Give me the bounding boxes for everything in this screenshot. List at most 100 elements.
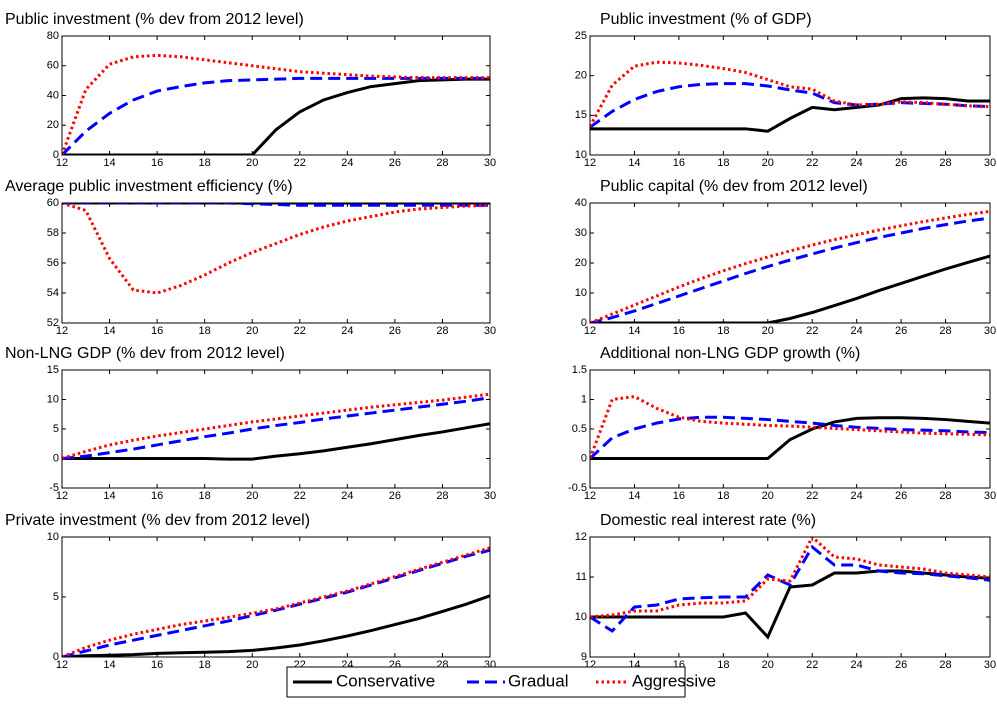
x-tick-label: 14 xyxy=(103,325,115,337)
y-tick-label: 60 xyxy=(47,197,59,209)
y-tick-label: 1 xyxy=(581,393,587,405)
plot-frame xyxy=(589,536,991,658)
x-tick-label: 12 xyxy=(584,490,596,502)
x-tick-label: 26 xyxy=(895,325,907,337)
x-tick-label: 12 xyxy=(56,325,68,337)
x-tick-label: 14 xyxy=(628,490,640,502)
chart-title: Public capital (% dev from 2012 level) xyxy=(600,178,868,195)
x-tick-label: 26 xyxy=(389,490,401,502)
series-line xyxy=(62,77,490,155)
x-tick-label: 18 xyxy=(717,325,729,337)
series-line xyxy=(590,82,990,129)
y-tick-label: 54 xyxy=(47,287,59,299)
chart-title: Additional non-LNG GDP growth (%) xyxy=(600,345,860,362)
series-line xyxy=(590,394,990,460)
y-tick-label: 0.5 xyxy=(572,423,587,435)
y-tick-label: 30 xyxy=(575,227,587,239)
x-tick-label: 20 xyxy=(762,157,774,169)
x-tick-label: 20 xyxy=(762,490,774,502)
chart-title: Average public investment efficiency (%) xyxy=(5,178,293,195)
y-tick-label: 20 xyxy=(47,119,59,131)
series-line xyxy=(62,392,490,460)
series-line xyxy=(590,254,990,323)
x-tick-label: 20 xyxy=(246,659,258,671)
plot-area xyxy=(62,36,490,155)
x-tick-label: 24 xyxy=(341,157,353,169)
plot-frame xyxy=(61,536,491,658)
x-tick-label: 18 xyxy=(199,659,211,671)
plot-frame xyxy=(61,369,491,489)
x-tick-label: 14 xyxy=(103,490,115,502)
x-tick-label: 12 xyxy=(56,157,68,169)
y-tick-label: 0 xyxy=(581,452,587,464)
y-tick-label: 15 xyxy=(47,364,59,376)
y-tick-label: 20 xyxy=(575,70,587,82)
y-tick-label: 20 xyxy=(575,257,587,269)
x-tick-label: 24 xyxy=(851,490,863,502)
y-tick-label: 58 xyxy=(47,227,59,239)
x-tick-label: 24 xyxy=(851,157,863,169)
x-tick-label: 30 xyxy=(984,325,996,337)
series-line xyxy=(590,216,990,323)
x-tick-label: 12 xyxy=(584,157,596,169)
x-tick-label: 18 xyxy=(199,325,211,337)
x-tick-label: 30 xyxy=(984,659,996,671)
x-tick-label: 22 xyxy=(294,325,306,337)
x-tick-label: 22 xyxy=(294,490,306,502)
x-tick-label: 16 xyxy=(151,325,163,337)
legend: Conservative Gradual Aggressive xyxy=(286,666,716,698)
y-tick-label: -5 xyxy=(49,482,59,494)
y-tick-label: 1.5 xyxy=(572,364,587,376)
y-tick-label: 40 xyxy=(47,89,59,101)
plot-frame xyxy=(61,35,491,156)
legend-label: Aggressive xyxy=(632,671,716,690)
y-tick-label: 40 xyxy=(575,197,587,209)
x-tick-label: 12 xyxy=(56,490,68,502)
x-tick-label: 14 xyxy=(628,325,640,337)
x-tick-label: 20 xyxy=(246,325,258,337)
plot-area xyxy=(590,537,990,657)
x-tick-label: 16 xyxy=(673,157,685,169)
x-tick-label: 24 xyxy=(341,490,353,502)
y-tick-label: 9 xyxy=(581,651,587,663)
y-tick-label: 10 xyxy=(47,393,59,405)
series-line xyxy=(590,416,990,460)
series-line xyxy=(62,594,490,657)
x-tick-label: 24 xyxy=(341,325,353,337)
x-tick-label: 26 xyxy=(389,157,401,169)
x-tick-label: 28 xyxy=(436,325,448,337)
x-tick-label: 26 xyxy=(389,325,401,337)
x-tick-label: 24 xyxy=(851,659,863,671)
y-tick-label: 0 xyxy=(53,149,59,161)
chart-title: Private investment (% dev from 2012 leve… xyxy=(5,512,310,529)
y-tick-label: 60 xyxy=(47,60,59,72)
plot-area xyxy=(62,370,490,488)
x-tick-label: 22 xyxy=(806,325,818,337)
x-tick-label: 28 xyxy=(436,157,448,169)
x-tick-label: 18 xyxy=(717,659,729,671)
x-tick-label: 16 xyxy=(673,490,685,502)
x-tick-label: 20 xyxy=(246,490,258,502)
series-line xyxy=(590,415,990,460)
x-tick-label: 16 xyxy=(151,659,163,671)
series-line xyxy=(62,422,490,461)
series-line xyxy=(62,396,490,460)
x-tick-label: 14 xyxy=(103,157,115,169)
y-tick-label: 15 xyxy=(575,109,587,121)
x-tick-label: 20 xyxy=(762,659,774,671)
x-tick-label: 18 xyxy=(199,490,211,502)
y-tick-label: 5 xyxy=(53,591,59,603)
plot-frame xyxy=(589,369,991,489)
y-tick-label: 5 xyxy=(53,423,59,435)
x-tick-label: 22 xyxy=(806,490,818,502)
x-tick-label: 22 xyxy=(294,157,306,169)
x-tick-label: 30 xyxy=(484,157,496,169)
y-tick-label: 56 xyxy=(47,257,59,269)
x-tick-label: 18 xyxy=(717,490,729,502)
y-tick-label: 52 xyxy=(47,317,59,329)
y-tick-label: 0 xyxy=(53,452,59,464)
x-tick-label: 16 xyxy=(151,490,163,502)
x-tick-label: 14 xyxy=(628,157,640,169)
x-tick-label: 30 xyxy=(984,490,996,502)
